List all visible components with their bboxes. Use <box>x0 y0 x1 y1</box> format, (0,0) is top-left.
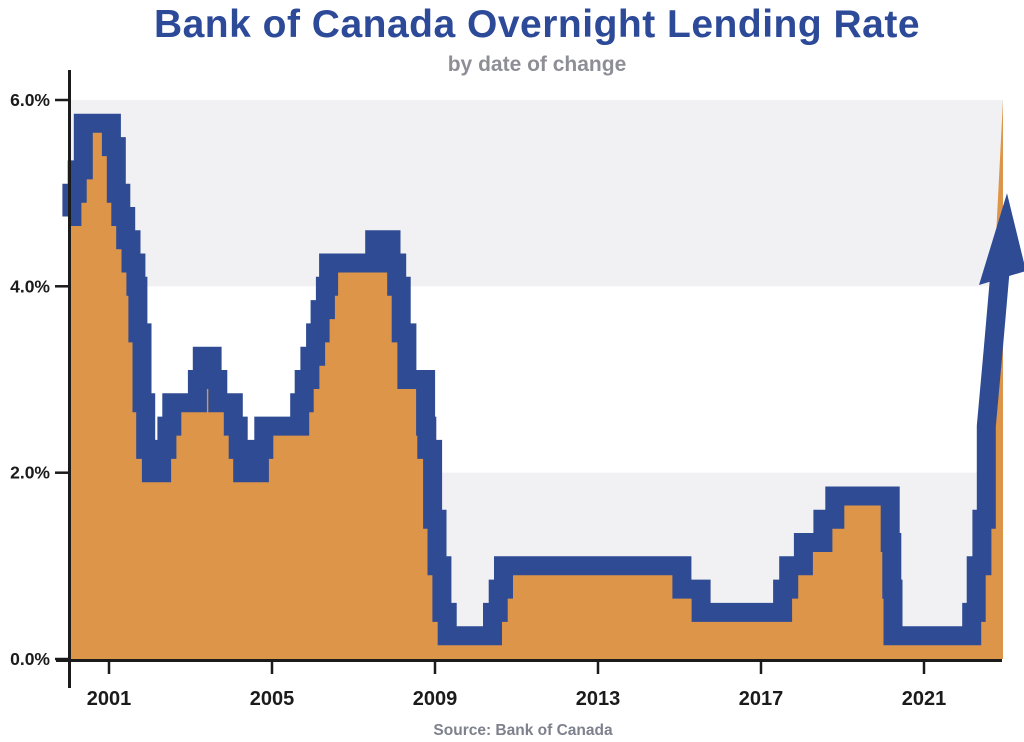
rate-area <box>69 100 1003 659</box>
grid-band <box>69 100 1003 287</box>
x-tick-label: 2005 <box>250 688 295 710</box>
x-tick-label: 2001 <box>87 688 132 710</box>
y-tick-label: 2.0% <box>10 463 50 483</box>
y-tick-label: 6.0% <box>10 90 50 110</box>
x-tick-label: 2017 <box>739 688 784 710</box>
plot-area: 0.0% 2.0% 4.0% 6.0% 2001 2005 2009 2013 2017 2021 <box>10 70 1024 710</box>
x-tick-label: 2009 <box>413 688 458 710</box>
x-tick-label: 2021 <box>902 688 947 710</box>
rate-line <box>62 113 1010 646</box>
chart-subtitle: by date of change <box>448 53 627 76</box>
y-tick-label: 4.0% <box>10 276 50 296</box>
source-caption: Source: Bank of Canada <box>433 722 613 739</box>
x-tick-label: 2013 <box>576 688 621 710</box>
chart-title: Bank of Canada Overnight Lending Rate <box>154 3 920 46</box>
up-arrow-icon <box>979 193 1024 285</box>
y-tick-label: 0.0% <box>10 649 50 669</box>
